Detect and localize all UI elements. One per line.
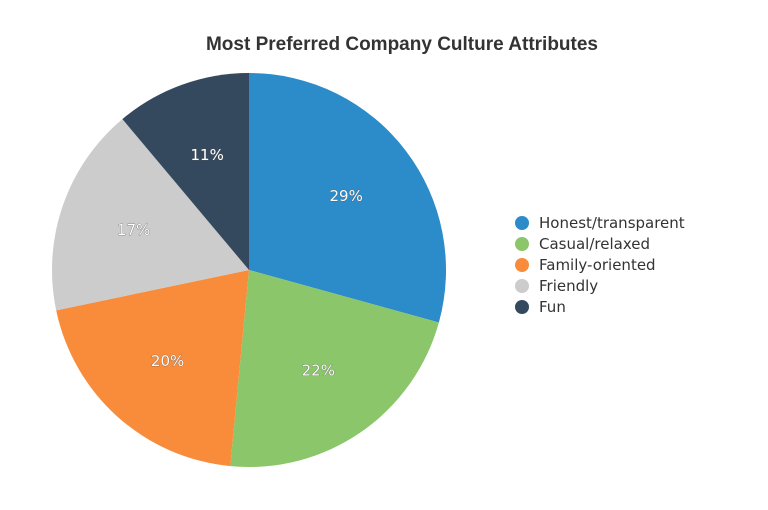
pie-slice-labels: 29% 22% 20% 17% 11% bbox=[117, 146, 364, 380]
legend-item-friendly: Friendly bbox=[515, 277, 598, 295]
legend-label-family-oriented: Family-oriented bbox=[539, 256, 656, 274]
legend-item-family-oriented: Family-oriented bbox=[515, 256, 656, 274]
pie-slice-casual-relaxed bbox=[230, 270, 439, 468]
pie-slice-friendly bbox=[52, 119, 249, 311]
slice-label-family-oriented: 20% bbox=[151, 352, 184, 370]
pie-slice-fun bbox=[122, 73, 249, 270]
legend-marker-honest-transparent bbox=[515, 216, 529, 230]
legend-label-honest-transparent: Honest/transparent bbox=[539, 214, 685, 232]
chart-title: Most Preferred Company Culture Attribute… bbox=[206, 34, 598, 55]
legend-marker-fun bbox=[515, 300, 529, 314]
legend-item-casual-relaxed: Casual/relaxed bbox=[515, 235, 650, 253]
legend-marker-casual-relaxed bbox=[515, 237, 529, 251]
legend-label-friendly: Friendly bbox=[539, 277, 598, 295]
legend-label-casual-relaxed: Casual/relaxed bbox=[539, 235, 650, 253]
pie-slice-honest-transparent bbox=[249, 73, 447, 323]
slice-label-casual-relaxed: 22% bbox=[302, 362, 335, 380]
legend-marker-family-oriented bbox=[515, 258, 529, 272]
pie-slices bbox=[52, 73, 447, 468]
slice-label-honest-transparent: 29% bbox=[330, 187, 363, 205]
legend-item-fun: Fun bbox=[515, 298, 566, 316]
legend-item-honest-transparent: Honest/transparent bbox=[515, 214, 685, 232]
legend-marker-friendly bbox=[515, 279, 529, 293]
legend: Honest/transparent Casual/relaxed Family-o… bbox=[515, 214, 685, 316]
pie-slice-family-oriented bbox=[56, 270, 250, 467]
legend-label-fun: Fun bbox=[539, 298, 566, 316]
slice-label-fun: 11% bbox=[191, 146, 224, 164]
slice-label-friendly: 17% bbox=[117, 221, 150, 239]
